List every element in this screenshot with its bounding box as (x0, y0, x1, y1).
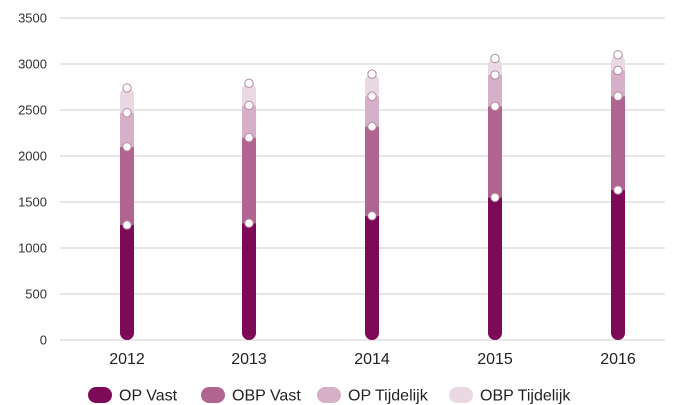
legend-swatch (317, 387, 341, 403)
y-tick-label: 2000 (18, 149, 47, 164)
value-marker (122, 83, 132, 93)
value-marker (244, 218, 254, 228)
bar-segment (365, 126, 379, 216)
legend-swatch (88, 387, 112, 403)
bar-segment (120, 146, 134, 225)
value-marker (244, 100, 254, 111)
y-tick-label: 500 (25, 287, 47, 302)
bar-segment (365, 74, 379, 97)
bar-segment (120, 87, 134, 113)
y-tick-label: 0 (40, 333, 47, 348)
x-tick-label: 2012 (109, 351, 145, 368)
x-tick-label: 2015 (477, 351, 513, 368)
bar-segment (242, 223, 256, 340)
value-marker (367, 211, 377, 221)
x-tick-label: 2014 (354, 351, 390, 368)
value-marker (367, 69, 377, 79)
bar-segment (242, 105, 256, 138)
value-marker (613, 185, 623, 195)
value-marker (490, 101, 500, 112)
legend-label: OBP Tijdelijk (480, 388, 571, 405)
value-marker (122, 220, 132, 230)
value-marker (367, 91, 377, 101)
bar-segment (488, 75, 502, 107)
y-tick-label: 1000 (18, 241, 47, 256)
x-tick-label: 2013 (231, 351, 267, 368)
value-marker (613, 91, 623, 101)
y-axis-tick-labels: 0 500 1000 1500 2000 2500 3000 3500 (18, 11, 47, 348)
bar-segment (365, 215, 379, 340)
bar-segment (611, 190, 625, 340)
bar-segment (488, 58, 502, 76)
value-marker (367, 121, 377, 132)
bar-segment (611, 70, 625, 97)
y-tick-label: 3000 (18, 57, 47, 72)
bar-segment (242, 83, 256, 106)
bar-segment (488, 197, 502, 340)
bar-segment (120, 112, 134, 147)
bar-segment (611, 96, 625, 191)
value-marker (490, 192, 500, 203)
legend-label: OP Tijdelijk (348, 388, 429, 405)
value-marker (244, 132, 254, 143)
bar-segment (488, 106, 502, 198)
value-marker (490, 53, 500, 64)
legend-label: OP Vast (119, 388, 178, 405)
bar-segment (120, 225, 134, 340)
x-tick-label: 2016 (600, 351, 636, 368)
y-tick-label: 1500 (18, 195, 47, 210)
value-marker (490, 70, 500, 80)
value-marker (244, 78, 254, 89)
y-tick-label: 3500 (18, 11, 47, 26)
bar-segment (365, 96, 379, 127)
value-marker (122, 142, 132, 152)
value-marker (122, 108, 132, 118)
x-axis-tick-labels: 2012 2013 2014 2015 2016 (109, 351, 636, 368)
legend-swatch (201, 387, 225, 403)
bars (120, 54, 625, 340)
gridlines (60, 17, 665, 341)
y-tick-label: 2500 (18, 103, 47, 118)
legend-swatch (449, 387, 473, 403)
value-marker (613, 50, 623, 60)
value-marker (613, 65, 623, 76)
legend: OP Vast OBP Vast OP Tijdelijk OBP Tijdelijk (88, 387, 571, 405)
bar-segment (242, 137, 256, 224)
bar-segment (611, 54, 625, 71)
value-markers (122, 50, 623, 230)
legend-label: OBP Vast (232, 388, 301, 405)
